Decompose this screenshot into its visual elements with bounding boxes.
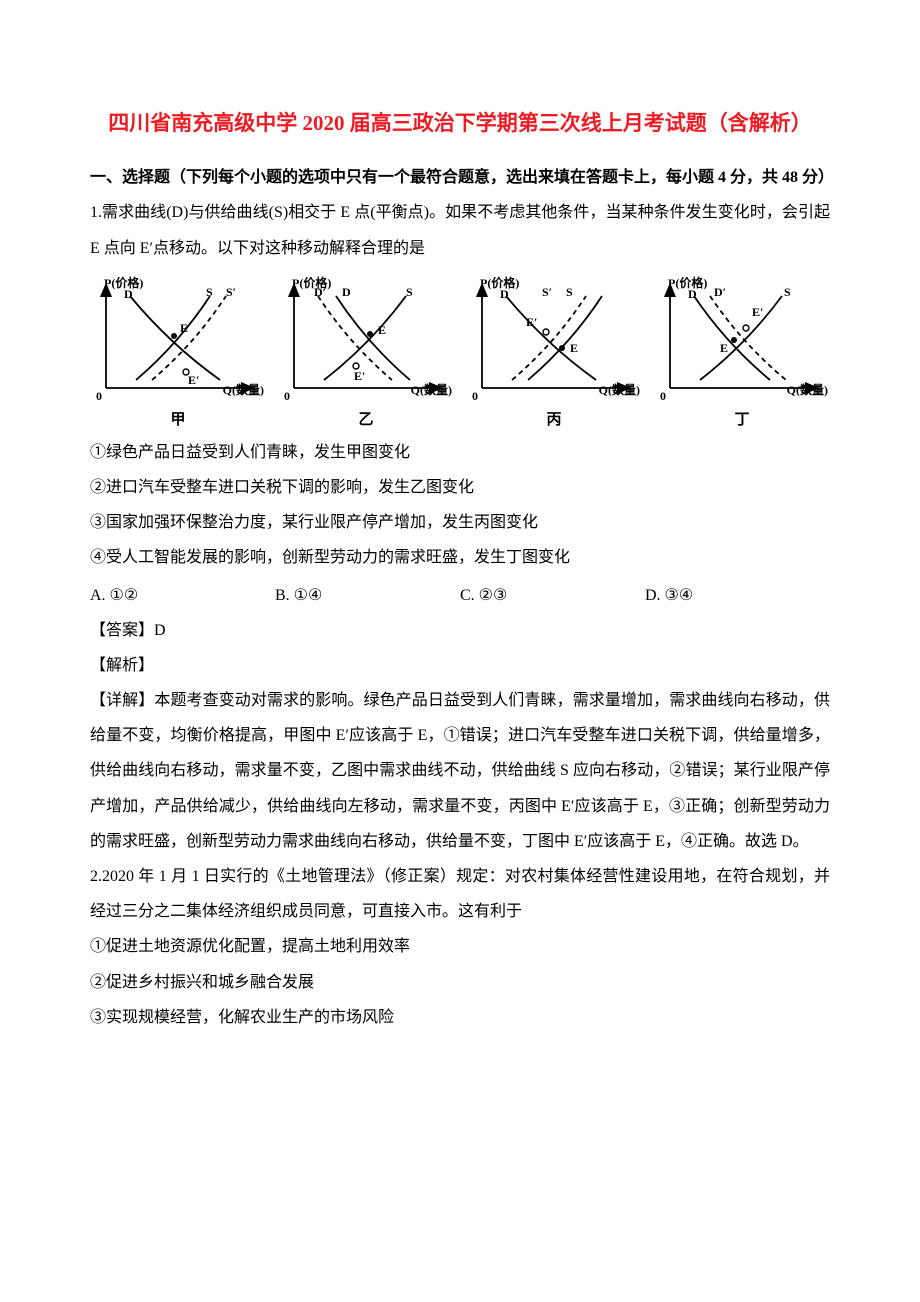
q2-line1: ①促进土地资源优化配置，提高土地利用效率 (90, 929, 830, 964)
chart-yi: 0DD′SEE′P(价格)Q(数量) 乙 (278, 274, 454, 429)
chart-caption-jia: 甲 (170, 408, 185, 429)
exam-page: 四川省南充高级中学 2020 届高三政治下学期第三次线上月考试题（含解析） 一、… (0, 0, 920, 1302)
svg-text:D′: D′ (714, 285, 726, 299)
svg-text:S: S (784, 285, 791, 299)
q1-answer: 【答案】D (90, 613, 830, 648)
q1-line3: ③国家加强环保整治力度，某行业限产停产增加，发生丙图变化 (90, 505, 830, 540)
svg-text:E: E (180, 321, 188, 335)
chart-caption-ding: 丁 (734, 408, 749, 429)
svg-text:S: S (206, 285, 213, 299)
svg-text:S: S (566, 285, 573, 299)
svg-text:E′: E′ (354, 369, 365, 383)
svg-text:0: 0 (660, 389, 666, 403)
svg-text:S′: S′ (542, 285, 552, 299)
q1-options: A. ①② B. ①④ C. ②③ D. ③④ (90, 578, 830, 613)
q1-opt-a: A. ①② (90, 578, 275, 613)
svg-text:S′: S′ (226, 285, 236, 299)
svg-text:E: E (570, 341, 578, 355)
svg-text:D: D (342, 285, 351, 299)
q1-line4: ④受人工智能发展的影响，创新型劳动力的需求旺盛，发生丁图变化 (90, 540, 830, 575)
svg-text:0: 0 (472, 389, 478, 403)
svg-text:E: E (720, 341, 728, 355)
q1-jiexi: 【解析】 (90, 648, 830, 683)
q2-line3: ③实现规模经营，化解农业生产的市场风险 (90, 1000, 830, 1035)
q1-detail: 【详解】本题考查变动对需求的影响。绿色产品日益受到人们青睐，需求量增加，需求曲线… (90, 683, 830, 859)
q2-stem: 2.2020 年 1 月 1 日实行的《土地管理法》（修正案）规定：对农村集体经… (90, 859, 830, 929)
svg-text:E: E (378, 323, 386, 337)
chart-jia: 0DSS′EE′P(价格)Q(数量) 甲 (90, 274, 266, 429)
q1-opt-d: D. ③④ (645, 578, 830, 613)
page-title: 四川省南充高级中学 2020 届高三政治下学期第三次线上月考试题（含解析） (90, 100, 830, 146)
q1-line1: ①绿色产品日益受到人们青睐，发生甲图变化 (90, 435, 830, 470)
svg-text:S: S (406, 285, 413, 299)
section-heading: 一、选择题（下列每个小题的选项中只有一个最符合题意，选出来填在答题卡上，每小题 … (90, 160, 830, 195)
q1-opt-b: B. ①④ (275, 578, 460, 613)
chart-caption-bing: 丙 (546, 408, 561, 429)
chart-ding: 0DD′SEE′P(价格)Q(数量) 丁 (654, 274, 830, 429)
q1-stem: 1.需求曲线(D)与供给曲线(S)相交于 E 点(平衡点)。如果不考虑其他条件，… (90, 195, 830, 265)
svg-text:0: 0 (96, 389, 102, 403)
chart-caption-yi: 乙 (358, 408, 373, 429)
q2-line2: ②促进乡村振兴和城乡融合发展 (90, 965, 830, 1000)
q1-line2: ②进口汽车受整车进口关税下调的影响，发生乙图变化 (90, 470, 830, 505)
svg-text:E′: E′ (526, 315, 537, 329)
svg-text:E′: E′ (752, 305, 763, 319)
svg-text:0: 0 (284, 389, 290, 403)
svg-text:E′: E′ (188, 373, 199, 387)
charts-row: 0DSS′EE′P(价格)Q(数量) 甲 0DD′SEE′P(价格)Q(数量) … (90, 274, 830, 429)
q1-opt-c: C. ②③ (460, 578, 645, 613)
chart-bing: 0DSS′EE′P(价格)Q(数量) 丙 (466, 274, 642, 429)
